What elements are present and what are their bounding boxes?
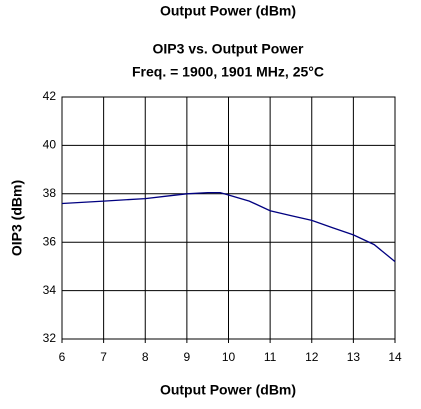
x-tick-label: 10 bbox=[222, 350, 236, 364]
x-tick-label: 6 bbox=[59, 350, 66, 364]
y-tick-label: 38 bbox=[43, 186, 57, 200]
chart-subtitle: Freq. = 1900, 1901 MHz, 25°C bbox=[132, 64, 324, 80]
chart-title: OIP3 vs. Output Power bbox=[153, 41, 304, 57]
y-tick-label: 32 bbox=[43, 331, 57, 345]
y-tick-label: 42 bbox=[43, 89, 57, 103]
x-tick-label: 7 bbox=[100, 350, 107, 364]
x-tick-label: 13 bbox=[347, 350, 361, 364]
x-tick-label: 8 bbox=[142, 350, 149, 364]
annotation: Output Power (dBm) bbox=[160, 3, 296, 19]
y-tick-label: 40 bbox=[43, 138, 57, 152]
x-tick-label: 12 bbox=[305, 350, 319, 364]
x-tick-label: 11 bbox=[264, 350, 277, 364]
x-axis-label: Output Power (dBm) bbox=[160, 382, 296, 398]
plot-border bbox=[61, 96, 396, 340]
x-tick-label: 9 bbox=[184, 350, 191, 364]
y-axis-label: OIP3 (dBm) bbox=[9, 180, 25, 256]
y-tick-label: 36 bbox=[43, 234, 57, 248]
x-tick-label: 14 bbox=[388, 350, 402, 364]
y-tick-label: 34 bbox=[43, 283, 57, 297]
data-line bbox=[61, 191, 396, 263]
